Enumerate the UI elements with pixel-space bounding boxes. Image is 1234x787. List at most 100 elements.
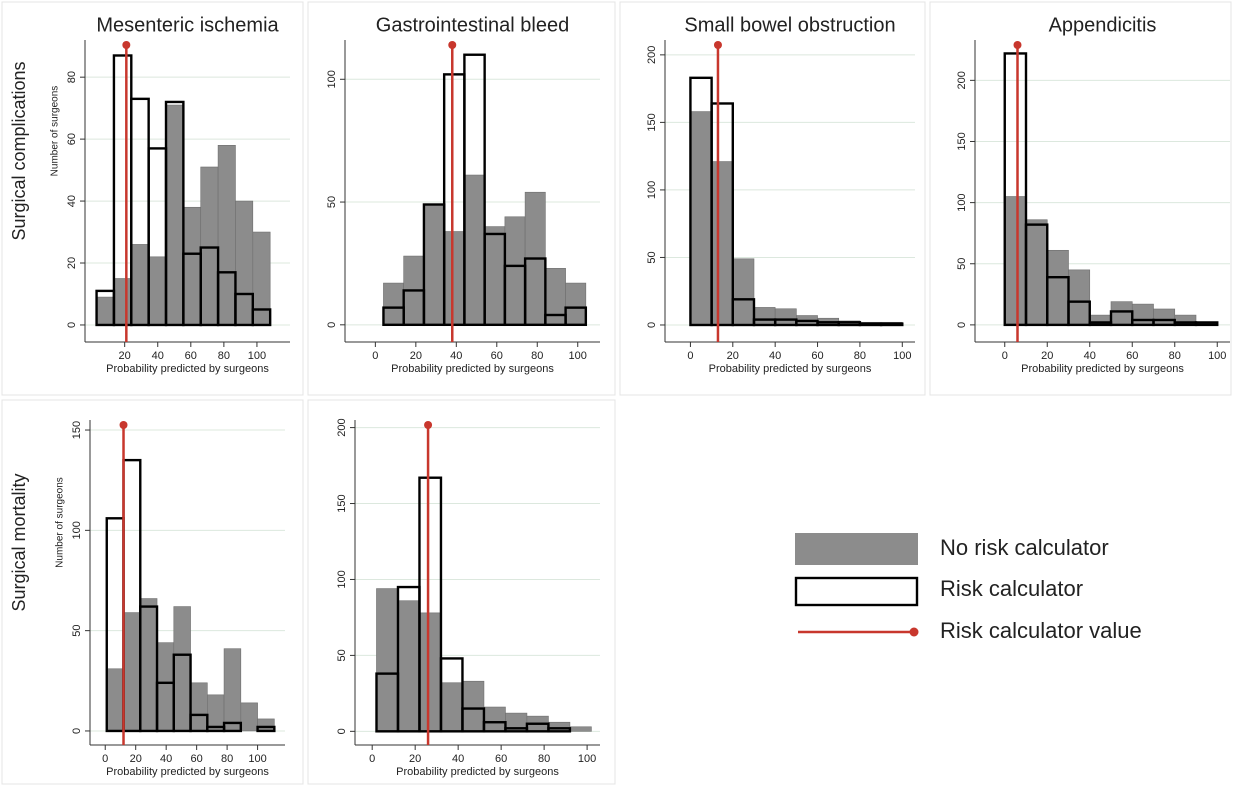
y-axis-label: Number of surgeons bbox=[50, 86, 61, 177]
bar-filled bbox=[1046, 249, 1069, 326]
reference-dot bbox=[1013, 41, 1022, 49]
bar-filled bbox=[565, 282, 587, 326]
bar-outline bbox=[139, 605, 159, 733]
panel-frame bbox=[929, 1, 1232, 396]
x-tick-label: 80 bbox=[531, 350, 543, 362]
y-tick-label: 150 bbox=[646, 113, 658, 131]
x-axis-label: Probability predicted by surgeons bbox=[106, 766, 269, 778]
y-tick-label: 50 bbox=[71, 625, 83, 637]
bar-filled bbox=[235, 200, 254, 326]
panel-title: Appendicitis bbox=[1049, 14, 1157, 36]
reference-dot bbox=[122, 41, 131, 49]
x-tick-label: 100 bbox=[1208, 350, 1226, 362]
bar-outline bbox=[256, 725, 276, 733]
y-tick-label: 60 bbox=[66, 133, 78, 145]
panel-frame bbox=[619, 1, 926, 396]
y-tick-label: 0 bbox=[336, 728, 348, 734]
bar-outline bbox=[564, 306, 588, 327]
bar-outline bbox=[710, 102, 734, 327]
x-tick-label: 20 bbox=[727, 350, 739, 362]
bar-filled bbox=[173, 606, 191, 732]
bar-outline bbox=[1067, 300, 1091, 327]
bar-filled bbox=[1131, 303, 1154, 326]
reference-dot bbox=[119, 421, 128, 429]
panel-title: Small bowel obstruction bbox=[684, 14, 895, 36]
bar-outline bbox=[1024, 223, 1049, 327]
y-tick-label: 100 bbox=[956, 193, 968, 211]
bar-outline bbox=[439, 657, 464, 733]
y-tick-label: 200 bbox=[336, 418, 348, 436]
bar-outline bbox=[547, 727, 572, 733]
reference-dot bbox=[424, 421, 433, 429]
bar-filled bbox=[1153, 308, 1176, 326]
reference-dot bbox=[448, 41, 457, 49]
reference-dot bbox=[713, 41, 722, 49]
bar-filled bbox=[483, 706, 506, 732]
y-tick-label: 100 bbox=[326, 70, 338, 88]
x-tick-label: 40 bbox=[152, 350, 164, 362]
bar-filled bbox=[443, 231, 465, 326]
x-tick-label: 40 bbox=[1084, 350, 1096, 362]
bar-outline bbox=[251, 308, 272, 327]
bar-filled bbox=[423, 204, 445, 326]
bar-filled bbox=[397, 600, 420, 732]
x-tick-label: 60 bbox=[1126, 350, 1138, 362]
y-tick-label: 150 bbox=[956, 132, 968, 150]
y-tick-label: 0 bbox=[71, 728, 83, 734]
bar-filled bbox=[1025, 219, 1048, 326]
bar-outline bbox=[463, 53, 486, 327]
bar-filled bbox=[464, 174, 485, 326]
x-tick-label: 60 bbox=[495, 753, 507, 765]
y-tick-label: 0 bbox=[326, 322, 338, 328]
bar-filled bbox=[106, 668, 124, 732]
panel-frame bbox=[1, 1, 304, 396]
bar-filled bbox=[148, 256, 167, 326]
x-tick-label: 60 bbox=[191, 753, 203, 765]
legend-label: Risk calculator bbox=[940, 576, 1083, 601]
x-tick-label: 0 bbox=[102, 753, 108, 765]
bar-filled bbox=[190, 682, 208, 732]
panel-title: Gastrointestinal bleed bbox=[376, 14, 569, 36]
y-tick-label: 50 bbox=[646, 251, 658, 263]
x-tick-label: 0 bbox=[1002, 350, 1008, 362]
x-tick-label: 40 bbox=[450, 350, 462, 362]
bar-filled bbox=[165, 104, 184, 326]
bar-filled bbox=[113, 278, 132, 326]
legend-dot bbox=[909, 627, 919, 637]
bar-filled bbox=[139, 598, 158, 732]
y-tick-label: 40 bbox=[66, 195, 78, 207]
bar-filled bbox=[440, 682, 463, 732]
bar-filled bbox=[774, 308, 797, 326]
bar-filled bbox=[711, 161, 734, 326]
bar-outline bbox=[731, 298, 756, 327]
bar-filled bbox=[690, 111, 712, 326]
bar-filled bbox=[1068, 269, 1091, 326]
x-tick-label: 40 bbox=[769, 350, 781, 362]
y-tick-label: 100 bbox=[71, 521, 83, 539]
bar-filled bbox=[1004, 196, 1027, 326]
y-tick-label: 100 bbox=[646, 181, 658, 199]
y-tick-label: 0 bbox=[956, 322, 968, 328]
x-tick-label: 100 bbox=[578, 753, 596, 765]
x-tick-label: 40 bbox=[160, 753, 172, 765]
legend-label: Risk calculator value bbox=[940, 618, 1142, 643]
x-tick-label: 40 bbox=[452, 753, 464, 765]
x-tick-label: 20 bbox=[1041, 350, 1053, 362]
legend-label: No risk calculator bbox=[940, 535, 1109, 560]
panel-title: Mesenteric ischemia bbox=[96, 14, 279, 36]
bar-outline bbox=[1109, 310, 1134, 327]
x-tick-label: 20 bbox=[119, 350, 131, 362]
bar-filled bbox=[484, 226, 506, 326]
bar-filled bbox=[217, 145, 236, 326]
x-tick-label: 60 bbox=[811, 350, 823, 362]
bar-outline bbox=[1194, 321, 1219, 327]
x-tick-label: 60 bbox=[491, 350, 503, 362]
bar-outline bbox=[879, 322, 904, 327]
legend-swatch-outline bbox=[794, 576, 919, 607]
y-tick-label: 200 bbox=[646, 46, 658, 64]
bar-filled bbox=[123, 612, 141, 732]
x-tick-label: 0 bbox=[687, 350, 693, 362]
y-tick-label: 50 bbox=[326, 196, 338, 208]
x-tick-label: 0 bbox=[369, 753, 375, 765]
